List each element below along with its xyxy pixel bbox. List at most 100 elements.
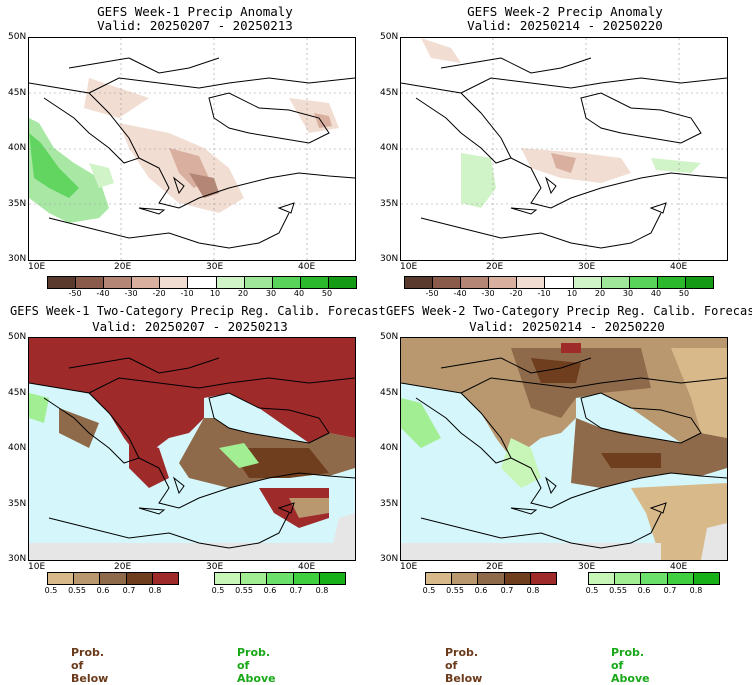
lat-label: 35N bbox=[380, 199, 399, 209]
colorbar-swatch bbox=[319, 573, 346, 584]
colorbar-tick-label: 30 bbox=[622, 289, 634, 298]
map-canvas bbox=[401, 338, 727, 560]
colorbar-swatch bbox=[426, 573, 453, 584]
colorbar-tick-label: 0.8 bbox=[148, 586, 162, 595]
colorbar-swatch bbox=[693, 573, 720, 584]
colorbar-tick-label: 0.7 bbox=[500, 586, 514, 595]
lon-label: 30E bbox=[206, 262, 224, 272]
colorbar-swatch bbox=[657, 277, 686, 288]
lon-label: 40E bbox=[670, 262, 688, 272]
lon-label: 20E bbox=[114, 562, 132, 572]
above-colorbar bbox=[588, 572, 720, 585]
lat-label: 40N bbox=[8, 443, 27, 453]
colorbar-swatch bbox=[589, 573, 616, 584]
lat-label: 45N bbox=[380, 388, 399, 398]
prob-above-label: Prob. of Above bbox=[237, 646, 276, 685]
colorbar-tick-label: 30 bbox=[265, 289, 277, 298]
valid-dates: Valid: 20250207 - 20250213 bbox=[92, 319, 288, 334]
colorbar-tick-label: 10 bbox=[566, 289, 578, 298]
colorbar-tick-label: 0.6 bbox=[263, 586, 277, 595]
lat-label: 45N bbox=[380, 88, 399, 98]
colorbar-tick-label: -10 bbox=[537, 289, 551, 298]
colorbar-swatch bbox=[517, 277, 546, 288]
lat-label: 30N bbox=[8, 554, 27, 564]
colorbar-tick-label: 0.55 bbox=[609, 586, 627, 595]
lon-label: 40E bbox=[298, 562, 316, 572]
colorbar-tick-label: -50 bbox=[68, 289, 82, 298]
colorbar-tick-label: 0.55 bbox=[235, 586, 253, 595]
lon-label: 30E bbox=[206, 562, 224, 572]
lon-label: 30E bbox=[578, 562, 596, 572]
colorbar-swatch bbox=[216, 277, 245, 288]
colorbar-swatch bbox=[667, 573, 694, 584]
colorbar-swatch bbox=[641, 573, 668, 584]
colorbar-swatch bbox=[100, 573, 127, 584]
colorbar-swatch bbox=[300, 277, 329, 288]
colorbar-swatch bbox=[573, 277, 602, 288]
lat-label: 45N bbox=[8, 88, 27, 98]
anomaly-map-week2 bbox=[400, 37, 728, 261]
colorbar-swatch bbox=[615, 573, 642, 584]
map-canvas bbox=[29, 338, 355, 560]
anomaly-colorbar bbox=[404, 276, 714, 289]
lat-label: 35N bbox=[380, 499, 399, 509]
anomaly-map-week1 bbox=[28, 37, 356, 261]
valid-dates: Valid: 20250207 - 20250213 bbox=[97, 18, 293, 33]
colorbar-tick-label: 20 bbox=[237, 289, 249, 298]
lat-label: 45N bbox=[8, 388, 27, 398]
lon-label: 30E bbox=[578, 262, 596, 272]
colorbar-tick-label: 50 bbox=[678, 289, 690, 298]
lat-label: 50N bbox=[8, 332, 27, 342]
lat-label: 40N bbox=[380, 143, 399, 153]
lon-label: 10E bbox=[28, 262, 46, 272]
colorbar-swatch bbox=[74, 573, 101, 584]
colorbar-tick-label: -40 bbox=[96, 289, 110, 298]
valid-dates: Valid: 20250214 - 20250220 bbox=[469, 319, 665, 334]
colorbar-tick-label: 20 bbox=[594, 289, 606, 298]
colorbar-swatch bbox=[452, 573, 479, 584]
colorbar-swatch bbox=[629, 277, 658, 288]
colorbar-swatch bbox=[293, 573, 320, 584]
colorbar-tick-label: 0.55 bbox=[68, 586, 86, 595]
lat-label: 40N bbox=[8, 143, 27, 153]
lon-label: 20E bbox=[486, 562, 504, 572]
lon-label: 10E bbox=[400, 562, 418, 572]
map-canvas bbox=[401, 38, 727, 260]
colorbar-tick-label: 0.5 bbox=[211, 586, 225, 595]
colorbar-tick-label: 0.5 bbox=[585, 586, 599, 595]
colorbar-swatch bbox=[188, 277, 217, 288]
lat-label: 30N bbox=[380, 254, 399, 264]
colorbar-tick-label: -50 bbox=[425, 289, 439, 298]
lon-label: 10E bbox=[400, 262, 418, 272]
colorbar-tick-label: 0.6 bbox=[96, 586, 110, 595]
probability-map-week2 bbox=[400, 337, 728, 561]
colorbar-swatch bbox=[244, 277, 273, 288]
colorbar-tick-label: -30 bbox=[481, 289, 495, 298]
colorbar-swatch bbox=[478, 573, 505, 584]
below-colorbar bbox=[47, 572, 179, 585]
colorbar-swatch bbox=[241, 573, 268, 584]
prob-above-label: Prob. of Above bbox=[611, 646, 650, 685]
colorbar-tick-label: 0.7 bbox=[289, 586, 303, 595]
colorbar-tick-label: 0.5 bbox=[422, 586, 436, 595]
colorbar-tick-label: 0.6 bbox=[474, 586, 488, 595]
colorbar-swatch bbox=[461, 277, 490, 288]
colorbar-swatch bbox=[76, 277, 105, 288]
colorbar-tick-label: 0.5 bbox=[44, 586, 58, 595]
colorbar-swatch bbox=[433, 277, 462, 288]
colorbar-swatch bbox=[48, 573, 75, 584]
colorbar-tick-label: 0.6 bbox=[637, 586, 651, 595]
colorbar-swatch bbox=[126, 573, 153, 584]
panel-title: GEFS Week-2 Precip Anomaly bbox=[467, 4, 663, 19]
colorbar-swatch bbox=[267, 573, 294, 584]
map-canvas bbox=[29, 38, 355, 260]
colorbar-tick-label: 40 bbox=[293, 289, 305, 298]
colorbar-swatch bbox=[328, 277, 357, 288]
lat-label: 35N bbox=[8, 199, 27, 209]
panel-title: GEFS Week-1 Precip Anomaly bbox=[97, 4, 293, 19]
colorbar-swatch bbox=[530, 573, 557, 584]
colorbar-swatch bbox=[152, 573, 179, 584]
colorbar-tick-label: -10 bbox=[180, 289, 194, 298]
colorbar-swatch bbox=[160, 277, 189, 288]
colorbar-tick-label: 0.8 bbox=[689, 586, 703, 595]
